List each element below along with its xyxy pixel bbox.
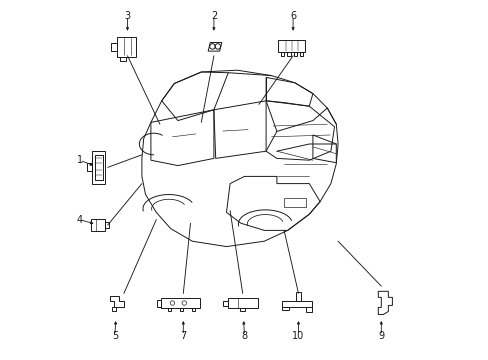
Text: 2: 2 [210,11,217,21]
Text: 9: 9 [377,330,384,341]
Text: 5: 5 [112,330,118,341]
Text: 8: 8 [241,330,247,341]
Text: 1: 1 [77,155,82,165]
Text: 10: 10 [292,330,304,341]
Text: 3: 3 [124,11,130,21]
Text: 4: 4 [77,215,82,225]
Text: 7: 7 [180,330,186,341]
Text: 6: 6 [289,11,296,21]
